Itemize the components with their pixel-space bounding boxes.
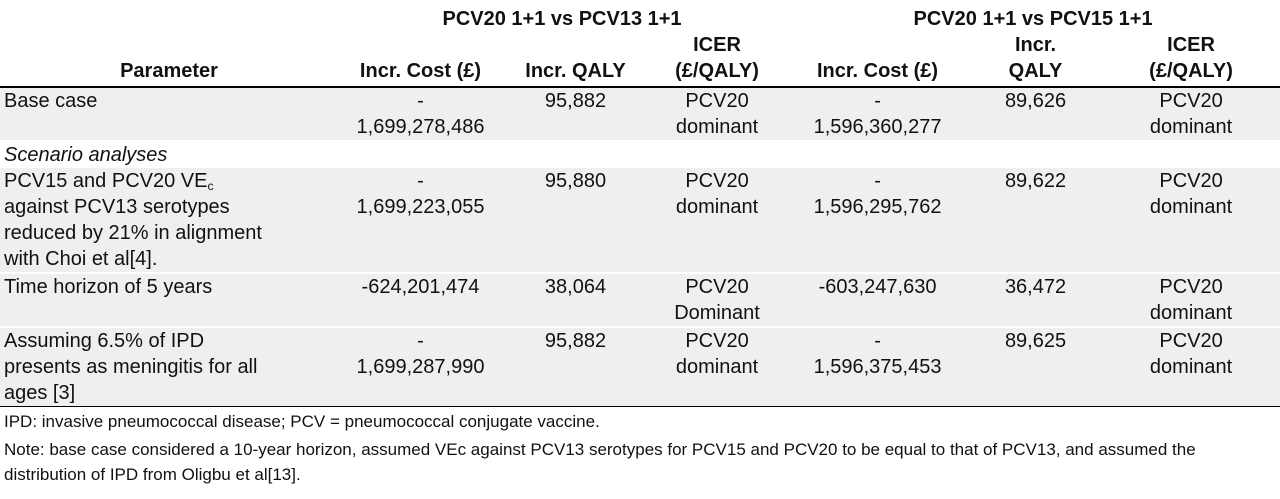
cost-effectiveness-table-figure: PCV20 1+1 vs PCV13 1+1 PCV20 1+1 vs PCV1… xyxy=(0,0,1280,487)
cell-incr-cost-1: -1,699,223,055 xyxy=(338,168,503,274)
header-icer-1: ICER (£/QALY) xyxy=(648,32,787,88)
cell-parameter: Assuming 6.5% of IPD presents as meningit… xyxy=(0,327,338,407)
cell-icer-2: PCV20 dominant xyxy=(1102,87,1280,142)
footnote-abbreviations: IPD: invasive pneumococcal disease; PCV … xyxy=(4,412,600,431)
cell-incr-qaly-1: 95,880 xyxy=(503,168,648,274)
header-parameter: Parameter xyxy=(0,32,338,88)
cell-incr-qaly-2: 36,472 xyxy=(969,273,1103,328)
cell-incr-qaly-2: 89,622 xyxy=(969,168,1103,274)
cell-incr-cost-1: -624,201,474 xyxy=(338,273,503,328)
cell-incr-cost-2: -1,596,375,453 xyxy=(786,327,970,407)
cell-icer-2: PCV20 dominant xyxy=(1102,168,1280,274)
cell-incr-cost-2: -603,247,630 xyxy=(786,273,970,328)
cell-incr-qaly-1: 95,882 xyxy=(503,327,648,407)
table-row-base-case: Base case -1,699,278,486 95,882 PCV20 dom… xyxy=(0,87,1280,142)
results-table: PCV20 1+1 vs PCV13 1+1 PCV20 1+1 vs PCV1… xyxy=(0,0,1280,407)
footnote-note: Note: base case considered a 10-year hor… xyxy=(4,440,1196,484)
cell-icer-1: PCV20 dominant xyxy=(648,87,787,142)
group-header-pcv13: PCV20 1+1 vs PCV13 1+1 xyxy=(442,8,682,30)
cell-icer-1: PCV20 dominant xyxy=(648,168,787,274)
cell-incr-cost-2: -1,596,360,277 xyxy=(786,87,970,142)
cell-icer-2: PCV20 dominant xyxy=(1102,327,1280,407)
cell-icer-1: PCV20 dominant xyxy=(648,327,787,407)
header-incr-cost-1: Incr. Cost (£) xyxy=(338,32,503,88)
cell-incr-qaly-2: 89,626 xyxy=(969,87,1103,142)
cell-parameter: PCV15 and PCV20 VEc against PCV13 serotyp… xyxy=(0,168,338,274)
header-incr-cost-2: Incr. Cost (£) xyxy=(786,32,970,88)
cell-incr-qaly-1: 38,064 xyxy=(503,273,648,328)
table-footnotes: IPD: invasive pneumococcal disease; PCV … xyxy=(0,407,1280,487)
cell-parameter: Time horizon of 5 years xyxy=(0,273,338,328)
group-header-row: PCV20 1+1 vs PCV13 1+1 PCV20 1+1 vs PCV1… xyxy=(0,0,1280,32)
header-icer-2: ICER (£/QALY) xyxy=(1102,32,1280,88)
cell-incr-cost-1: -1,699,278,486 xyxy=(338,87,503,142)
section-row-scenario-analyses: Scenario analyses xyxy=(0,141,1280,168)
column-header-row: Parameter Incr. Cost (£) Incr. QALY ICER… xyxy=(0,32,1280,88)
header-incr-qaly-2: Incr. QALY xyxy=(969,32,1103,88)
group-header-pcv15: PCV20 1+1 vs PCV15 1+1 xyxy=(913,8,1153,30)
cell-icer-2: PCV20 dominant xyxy=(1102,273,1280,328)
table-row-vec-reduced: PCV15 and PCV20 VEc against PCV13 serotyp… xyxy=(0,168,1280,274)
cell-incr-cost-2: -1,596,295,762 xyxy=(786,168,970,274)
table-row-meningitis: Assuming 6.5% of IPD presents as meningit… xyxy=(0,327,1280,407)
cell-icer-1: PCV20 Dominant xyxy=(648,273,787,328)
group-header-empty xyxy=(0,0,338,32)
section-title: Scenario analyses xyxy=(0,141,1280,168)
cell-incr-cost-1: -1,699,287,990 xyxy=(338,327,503,407)
table-row-time-horizon: Time horizon of 5 years -624,201,474 38,… xyxy=(0,273,1280,328)
cell-parameter: Base case xyxy=(0,87,338,142)
cell-incr-qaly-2: 89,625 xyxy=(969,327,1103,407)
cell-incr-qaly-1: 95,882 xyxy=(503,87,648,142)
header-incr-qaly-1: Incr. QALY xyxy=(503,32,648,88)
